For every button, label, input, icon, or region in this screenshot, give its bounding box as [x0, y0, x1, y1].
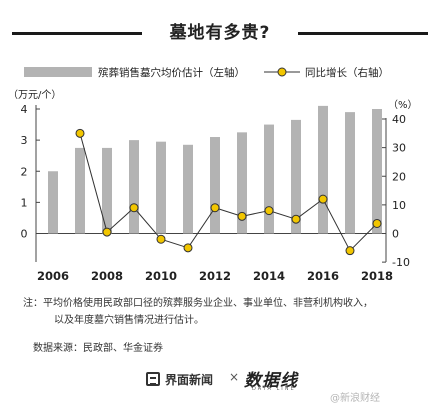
- left-tick-label: 3: [21, 134, 28, 147]
- footer-branding: 界面新闻 × 数据线 DATA LINE: [0, 366, 440, 396]
- dataline-logo: 数据线: [244, 371, 298, 391]
- footnote-line-2: 以及年度墓穴销售情况进行估计。: [54, 315, 204, 326]
- legend-bar-swatch: [24, 67, 92, 77]
- times-glyph: ×: [229, 370, 240, 384]
- bar-2014: [264, 124, 274, 234]
- growth-point-2011: [183, 243, 193, 253]
- x-tick-label-2018: 2018: [361, 269, 393, 283]
- bar-2015: [291, 119, 301, 234]
- growth-point-2010: [156, 234, 166, 244]
- chart-canvas: 殡葬销售墓穴均价估计（左轴） 同比增长（右轴） （万元/个） （%） 0 1 2 3 4…: [8, 66, 418, 283]
- left-axis-unit: （万元/个）: [8, 89, 61, 101]
- x-tick-label-2008: 2008: [91, 269, 123, 283]
- brand-name: 界面新闻: [165, 373, 214, 387]
- x-tick-label-2006: 2006: [37, 269, 69, 283]
- data-source: 数据来源：民政部、华金证券: [33, 343, 163, 354]
- right-tick-label: 40: [392, 113, 406, 126]
- watermark: @新浪财经: [330, 393, 380, 404]
- bar-2011: [183, 144, 193, 234]
- legend-bar-label: 殡葬销售墓穴均价估计（左轴）: [98, 66, 245, 79]
- left-tick-label: 0: [21, 228, 28, 241]
- right-axis-unit: （%）: [388, 99, 418, 111]
- footnote-line-1: 注：平均价格使用民政部口径的殡葬服务业企业、事业单位、非营利机构收入，: [23, 298, 373, 309]
- title-rule-right: [298, 32, 428, 35]
- bar-2010: [156, 141, 166, 234]
- growth-point-2014: [264, 206, 274, 216]
- right-tick-label: 30: [392, 142, 406, 155]
- bar-2012: [210, 137, 220, 234]
- title-rule-left: [12, 32, 142, 35]
- bar-2008: [102, 147, 112, 234]
- bar-2016: [318, 105, 328, 234]
- growth-point-2017: [345, 246, 355, 256]
- growth-point-2008: [102, 227, 112, 237]
- legend-marker-swatch: [277, 67, 287, 77]
- x-tick-label-2016: 2016: [307, 269, 339, 283]
- x-tick-label-2014: 2014: [253, 269, 285, 283]
- dataline-logo-sub: DATA LINE: [252, 386, 296, 392]
- right-tick-label: 20: [392, 170, 406, 183]
- right-tick-label: 10: [392, 199, 406, 212]
- growth-line: [79, 133, 378, 252]
- bar-2017: [345, 112, 355, 234]
- bars-group: [48, 105, 382, 234]
- growth-line-group: [75, 128, 382, 256]
- legend-line-label: 同比增长（右轴）: [305, 66, 389, 79]
- growth-point-2007: [75, 128, 85, 138]
- tick-labels-group: 0 1 2 3 4 -10 0 10 20 30 40 2006 2008 2010 2012 2014 201…: [21, 103, 410, 283]
- right-tick-label: 0: [392, 228, 399, 241]
- x-tick-label-2012: 2012: [199, 269, 231, 283]
- chart-title: 墓地有多贵?: [169, 23, 271, 43]
- right-tick-label: -10: [392, 256, 410, 269]
- left-tick-label: 4: [21, 103, 28, 116]
- growth-point-2018: [372, 218, 382, 228]
- bar-2018: [372, 109, 382, 234]
- growth-point-2009: [129, 203, 139, 213]
- bar-2013: [237, 132, 247, 234]
- growth-point-2016: [318, 194, 328, 204]
- bar-2006: [48, 171, 58, 234]
- left-tick-label: 2: [21, 165, 28, 178]
- growth-point-2013: [237, 211, 247, 221]
- growth-point-2012: [210, 203, 220, 213]
- growth-point-2015: [291, 214, 301, 224]
- left-tick-label: 1: [21, 196, 28, 209]
- news-logo-icon: [146, 372, 160, 386]
- bar-2009: [129, 140, 139, 234]
- bar-2007: [75, 147, 85, 234]
- x-tick-label-2010: 2010: [145, 269, 177, 283]
